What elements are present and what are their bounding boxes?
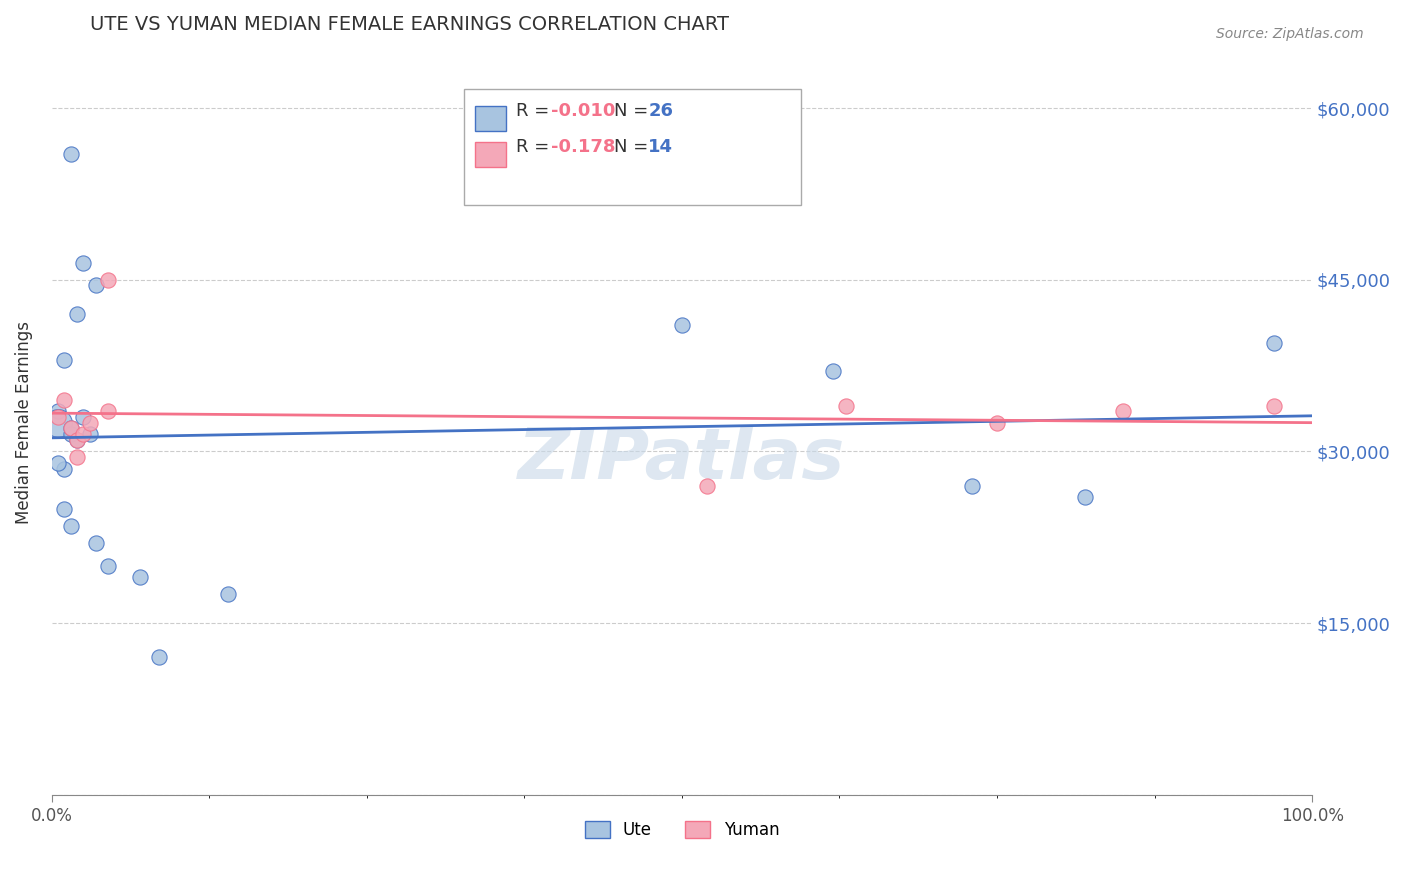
Text: 14: 14	[648, 137, 673, 155]
Point	[960, 479, 983, 493]
Point	[1112, 404, 1135, 418]
Point	[72, 410, 94, 425]
Point	[59, 146, 82, 161]
Point	[46, 416, 69, 430]
Text: R =: R =	[516, 102, 555, 120]
Point	[72, 255, 94, 269]
Text: R =: R =	[516, 137, 561, 155]
Point	[986, 416, 1008, 430]
Point	[59, 518, 82, 533]
Text: -0.178: -0.178	[551, 137, 616, 155]
Text: N =: N =	[614, 137, 654, 155]
Point	[835, 399, 858, 413]
Point	[823, 364, 845, 378]
Point	[59, 421, 82, 435]
Point	[696, 479, 718, 493]
Point	[84, 536, 107, 550]
Point	[46, 456, 69, 470]
Point	[129, 570, 152, 584]
Legend: Ute, Yuman: Ute, Yuman	[578, 814, 786, 846]
Point	[79, 427, 101, 442]
Text: ZIPatlas: ZIPatlas	[519, 425, 845, 494]
Point	[97, 404, 120, 418]
Point	[66, 433, 89, 447]
Point	[97, 558, 120, 573]
Point	[148, 650, 170, 665]
Text: 26: 26	[648, 102, 673, 120]
Point	[59, 421, 82, 435]
Text: UTE VS YUMAN MEDIAN FEMALE EARNINGS CORRELATION CHART: UTE VS YUMAN MEDIAN FEMALE EARNINGS CORR…	[90, 15, 728, 34]
Point	[671, 318, 693, 333]
Y-axis label: Median Female Earnings: Median Female Earnings	[15, 321, 32, 524]
Point	[97, 273, 120, 287]
Text: N =: N =	[614, 102, 654, 120]
Point	[46, 410, 69, 425]
Point	[84, 278, 107, 293]
Point	[1263, 335, 1285, 350]
Point	[53, 501, 76, 516]
Point	[1263, 399, 1285, 413]
Point	[66, 450, 89, 464]
Point	[46, 404, 69, 418]
Text: -0.010: -0.010	[551, 102, 616, 120]
Point	[217, 587, 239, 601]
Point	[72, 427, 94, 442]
Point	[1074, 490, 1097, 504]
Point	[66, 433, 89, 447]
Point	[53, 352, 76, 367]
Text: Source: ZipAtlas.com: Source: ZipAtlas.com	[1216, 27, 1364, 41]
Point	[66, 307, 89, 321]
Point	[53, 461, 76, 475]
Point	[59, 427, 82, 442]
Point	[79, 416, 101, 430]
Point	[53, 392, 76, 407]
